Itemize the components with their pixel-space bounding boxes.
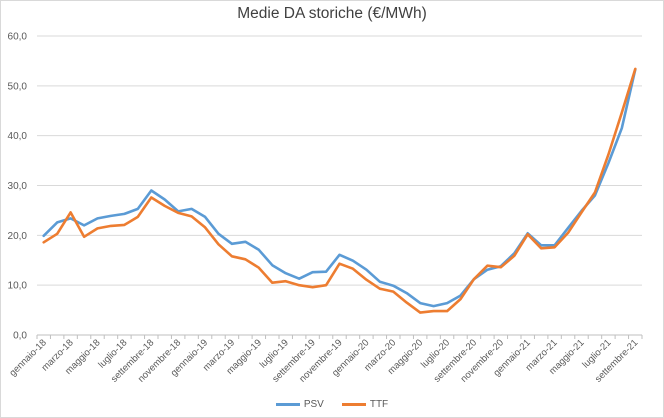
y-tick-label: 0,0 bbox=[13, 331, 27, 342]
series-line-ttf bbox=[42, 67, 637, 314]
legend-item-psv: PSV bbox=[275, 399, 324, 410]
legend-label-ttf: TTF bbox=[369, 399, 389, 410]
legend-item-ttf: TTF bbox=[341, 399, 389, 410]
y-tick-label: 20,0 bbox=[8, 231, 28, 242]
series-line-psv bbox=[42, 68, 637, 308]
legend-swatch-psv bbox=[275, 403, 300, 406]
y-tick-label: 30,0 bbox=[8, 181, 28, 192]
chart-title: Medie DA storiche (€/MWh) bbox=[237, 5, 427, 22]
legend-label-psv: PSV bbox=[303, 399, 324, 410]
y-tick-label: 10,0 bbox=[8, 281, 28, 292]
y-tick-label: 50,0 bbox=[8, 81, 28, 92]
legend-swatch-ttf bbox=[341, 403, 366, 406]
chart-legend: PSV TTF bbox=[0, 399, 664, 410]
y-tick-label: 40,0 bbox=[8, 131, 28, 142]
x-tick-label: gennaio-18 bbox=[7, 337, 48, 378]
y-tick-label: 60,0 bbox=[8, 32, 28, 43]
